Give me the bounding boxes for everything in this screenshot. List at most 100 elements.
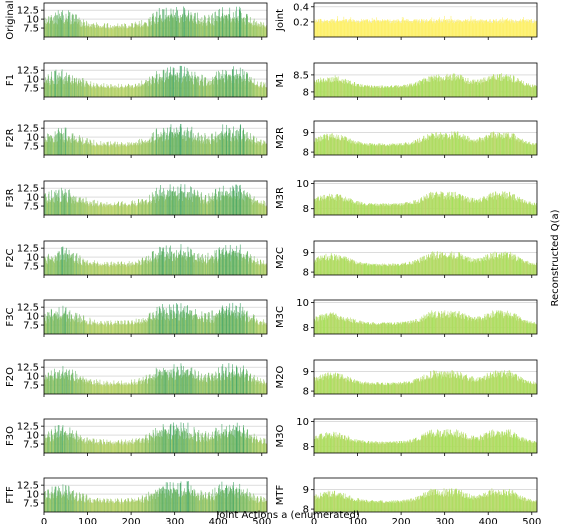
bar <box>73 18 75 37</box>
bar <box>223 195 225 215</box>
bar <box>63 193 65 215</box>
bar <box>358 21 360 37</box>
bar <box>110 501 112 512</box>
bar <box>193 84 194 97</box>
bar <box>158 189 160 215</box>
bar <box>107 263 109 275</box>
bar <box>90 81 92 97</box>
bar <box>175 137 177 155</box>
bar <box>153 80 154 97</box>
bar <box>104 502 106 512</box>
bar <box>181 77 183 97</box>
bar <box>45 491 46 512</box>
bar <box>223 489 225 512</box>
bar <box>54 368 55 394</box>
bar <box>70 24 72 37</box>
bar <box>340 20 342 37</box>
bar <box>52 257 54 275</box>
bar <box>67 77 69 97</box>
bar <box>246 251 248 275</box>
bar <box>111 444 113 453</box>
bar <box>262 28 264 37</box>
bar <box>239 430 241 453</box>
bar <box>119 206 121 215</box>
subplot-label: F1 <box>5 74 16 86</box>
bar <box>320 19 322 37</box>
bar <box>266 143 267 155</box>
bar <box>69 369 70 394</box>
bar <box>175 372 177 394</box>
bar <box>208 142 210 155</box>
bar <box>243 425 244 453</box>
bar <box>158 73 160 97</box>
bar <box>45 376 47 394</box>
bar <box>105 264 107 275</box>
bar <box>209 139 211 155</box>
bar <box>127 445 128 453</box>
bar <box>54 193 56 215</box>
bar <box>175 196 177 215</box>
bar <box>181 127 182 155</box>
bar <box>236 193 237 215</box>
bar <box>236 489 237 512</box>
bar <box>151 495 152 512</box>
bar <box>224 379 225 394</box>
bar <box>197 377 199 394</box>
bar <box>225 136 227 155</box>
bar <box>143 323 145 334</box>
bar <box>45 257 46 275</box>
bar <box>206 499 207 512</box>
bar <box>55 14 57 37</box>
bar <box>256 258 258 275</box>
bar <box>51 71 52 97</box>
bar <box>244 314 246 334</box>
bar <box>166 77 168 97</box>
bar <box>255 200 257 215</box>
bar <box>230 195 231 215</box>
bar <box>239 377 240 394</box>
bar <box>100 265 101 275</box>
bar <box>252 263 254 275</box>
bar <box>146 143 147 155</box>
bar <box>56 75 58 97</box>
bar <box>82 321 84 334</box>
bar <box>246 312 248 334</box>
bar <box>63 377 64 394</box>
bar <box>72 13 73 37</box>
bar <box>137 25 139 37</box>
bar <box>246 494 247 512</box>
bar <box>142 142 144 155</box>
bar <box>80 494 81 512</box>
bar <box>86 263 88 275</box>
x-tick-label: 200 <box>122 517 141 524</box>
bar <box>171 76 173 97</box>
bar <box>74 436 75 453</box>
bar <box>149 78 151 97</box>
bar <box>166 372 167 394</box>
bar <box>192 21 194 37</box>
bar <box>218 191 220 215</box>
bar <box>165 256 167 275</box>
bar <box>102 385 104 394</box>
bar <box>131 320 133 334</box>
bar <box>243 71 245 97</box>
bar <box>229 316 231 334</box>
bar <box>265 86 267 97</box>
bar <box>204 15 205 37</box>
bar <box>137 263 139 275</box>
bar <box>98 502 100 512</box>
bar <box>382 19 383 37</box>
bar <box>259 82 261 97</box>
bar <box>150 377 152 394</box>
bar <box>179 483 181 512</box>
bar <box>203 499 205 512</box>
bar <box>229 253 230 275</box>
bar <box>251 262 252 275</box>
bar <box>57 251 59 275</box>
bar <box>123 325 125 334</box>
bar <box>134 264 135 275</box>
bar <box>228 254 229 275</box>
bar <box>119 143 120 155</box>
bar <box>65 430 66 453</box>
bar <box>259 87 261 97</box>
